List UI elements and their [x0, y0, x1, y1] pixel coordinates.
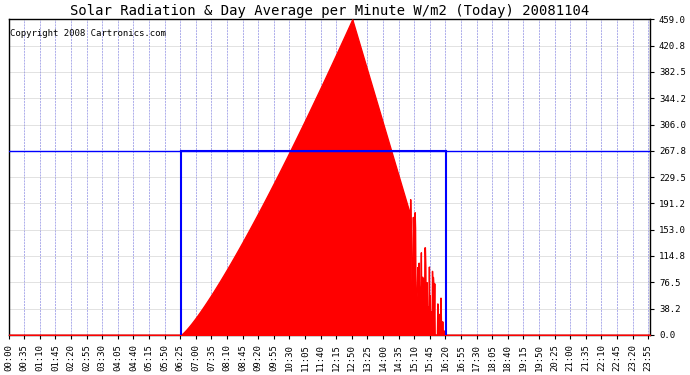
- Title: Solar Radiation & Day Average per Minute W/m2 (Today) 20081104: Solar Radiation & Day Average per Minute…: [70, 4, 589, 18]
- Text: Copyright 2008 Cartronics.com: Copyright 2008 Cartronics.com: [10, 29, 166, 38]
